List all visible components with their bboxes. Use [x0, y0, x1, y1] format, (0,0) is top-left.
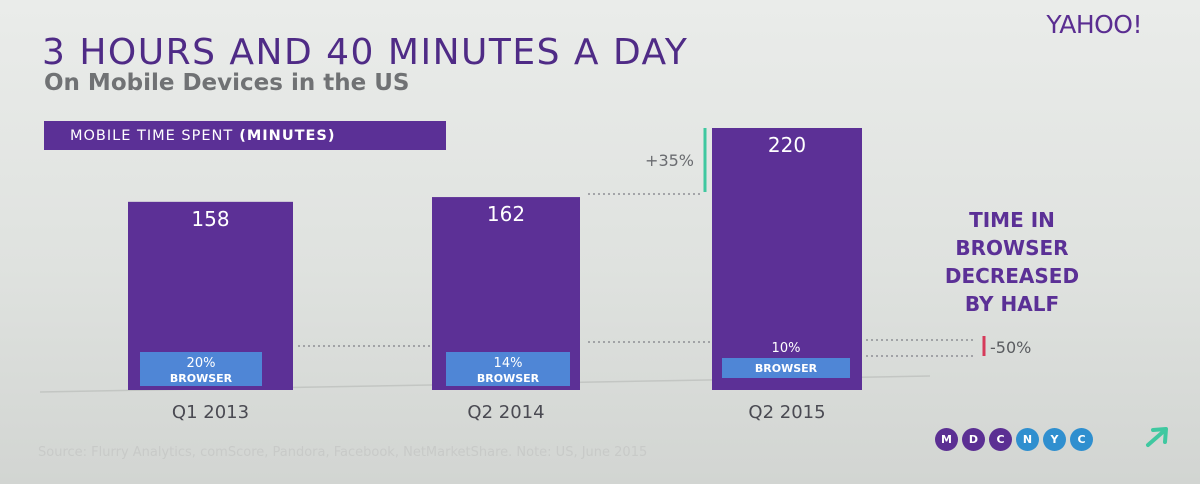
- callout-line: TIME IN: [969, 208, 1055, 232]
- bar-value-label: 220: [768, 133, 806, 157]
- badge-y: Y: [1043, 428, 1066, 451]
- browser-segment: [140, 352, 262, 386]
- callout-line: DECREASED: [944, 264, 1080, 288]
- arrow-up-right-icon: [1146, 427, 1168, 447]
- badge-c2: C: [1070, 428, 1093, 451]
- chart-legend: MOBILE TIME SPENT (MINUTES): [44, 121, 446, 150]
- slide-title: 3 HOURS AND 40 MINUTES A DAY: [42, 32, 689, 73]
- legend-label: MOBILE TIME SPENT: [70, 127, 234, 144]
- category-label: Q1 2013: [172, 402, 249, 423]
- browser-share-label: 14%: [494, 356, 523, 371]
- source-note: Source: Flurry Analytics, comScore, Pand…: [38, 445, 648, 460]
- bar-value-label: 158: [191, 207, 229, 231]
- event-badges: M D C N Y C: [935, 428, 1093, 451]
- legend-unit: (MINUTES): [239, 127, 336, 144]
- badge-m: M: [935, 428, 958, 451]
- callout-line: BROWSER: [955, 236, 1069, 260]
- yahoo-logo: YAHOO!: [1046, 10, 1142, 39]
- badge-c: C: [989, 428, 1012, 451]
- growth-annotation: +35%: [645, 151, 694, 170]
- badge-d: D: [962, 428, 985, 451]
- callout-line: BY HALF: [964, 292, 1060, 316]
- bar: [712, 128, 862, 390]
- browser-segment: [722, 358, 850, 378]
- browser-label: BROWSER: [170, 372, 233, 385]
- browser-label: BROWSER: [477, 372, 540, 385]
- category-label: Q2 2014: [467, 402, 544, 423]
- bar-value-label: 162: [487, 202, 525, 226]
- category-label: Q2 2015: [748, 402, 825, 423]
- browser-callout: TIME IN BROWSER DECREASED BY HALF: [916, 206, 1108, 318]
- slide-subtitle: On Mobile Devices in the US: [44, 70, 410, 96]
- browser-share-label: 20%: [187, 356, 216, 371]
- browser-segment: [446, 352, 570, 386]
- decrease-annotation: -50%: [990, 338, 1031, 357]
- browser-label: BROWSER: [755, 362, 818, 375]
- browser-share-label: 10%: [772, 341, 801, 356]
- badge-n: N: [1016, 428, 1039, 451]
